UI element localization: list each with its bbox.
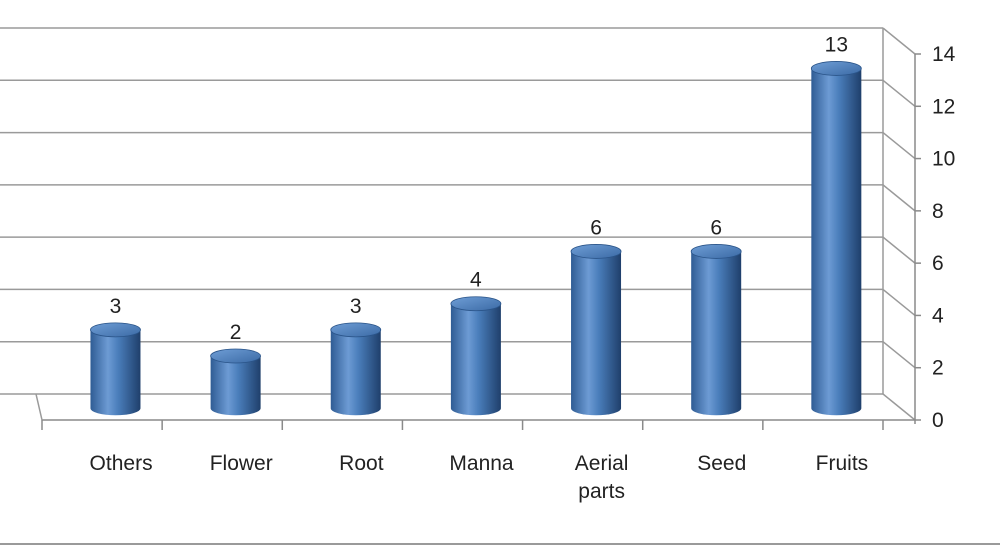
- category-label-line: Fruits: [816, 452, 869, 475]
- side-gridline: [882, 341, 916, 369]
- side-gridline: [882, 288, 916, 317]
- data-label: 3: [350, 295, 362, 318]
- bar: [810, 61, 862, 416]
- y-axis-tick-labels: 0 2 4 6 8 10 12 14: [932, 43, 956, 432]
- side-gridline: [882, 79, 916, 107]
- category-label-line: Aerial: [575, 452, 629, 475]
- category-label-line: Seed: [697, 452, 746, 475]
- gridlines: [0, 27, 916, 421]
- category-label: Seed: [697, 452, 746, 475]
- category-label: Manna: [449, 452, 514, 475]
- bar: [450, 296, 502, 416]
- bar: [690, 244, 742, 416]
- bars: [90, 61, 862, 416]
- bar: [210, 348, 262, 416]
- bar: [330, 322, 382, 416]
- y-tick-label: 14: [932, 43, 956, 66]
- floor-left-edge: [35, 393, 43, 421]
- bar-top: [810, 61, 862, 76]
- y-tick-label: 0: [932, 409, 944, 432]
- side-gridline: [882, 131, 916, 160]
- y-tick-label: 2: [932, 357, 944, 380]
- bar-body: [450, 303, 501, 416]
- category-label: Flower: [210, 452, 273, 475]
- bar: [570, 244, 622, 416]
- category-label-line: Flower: [210, 452, 273, 475]
- bar-top: [90, 322, 141, 338]
- category-label-line: Others: [90, 452, 153, 475]
- category-label-line: parts: [578, 480, 625, 503]
- category-label: Others: [90, 452, 153, 475]
- side-gridline: [882, 27, 916, 55]
- bar-body: [210, 356, 261, 416]
- axes: [35, 28, 921, 430]
- y-tick-label: 6: [932, 252, 944, 275]
- category-label: Fruits: [816, 452, 869, 475]
- data-label: 13: [825, 33, 848, 56]
- bar-body: [90, 329, 141, 416]
- x-axis-category-labels: Others Flower Root Manna Aerial parts Seed Frui…: [90, 452, 869, 503]
- side-gridline: [882, 184, 916, 212]
- data-label: 3: [110, 295, 122, 318]
- bar-body: [811, 68, 862, 416]
- bar-top: [690, 244, 742, 259]
- y-tick-label: 8: [932, 200, 944, 223]
- category-label: Root: [339, 452, 384, 475]
- data-label: 6: [590, 216, 602, 239]
- side-gridline: [882, 393, 916, 421]
- data-label: 4: [470, 269, 482, 292]
- data-label: 2: [230, 321, 242, 344]
- bar-top: [330, 322, 382, 338]
- category-label-line: Root: [339, 452, 384, 475]
- bar-body: [571, 251, 622, 416]
- y-tick-label: 4: [932, 304, 944, 327]
- side-gridline: [882, 236, 916, 264]
- data-labels: 3 2 3 4 6 6 13: [110, 33, 848, 344]
- data-label: 6: [710, 216, 722, 239]
- y-tick-label: 10: [932, 148, 955, 171]
- y-tick-label: 12: [932, 95, 955, 118]
- bar-body: [691, 251, 742, 416]
- bar: [90, 322, 141, 416]
- bar-top: [210, 348, 262, 364]
- bar-body: [330, 329, 381, 416]
- bar-top: [450, 296, 502, 312]
- bar-top: [570, 244, 622, 259]
- category-label: Aerial parts: [575, 452, 629, 503]
- category-label-line: Manna: [449, 452, 514, 475]
